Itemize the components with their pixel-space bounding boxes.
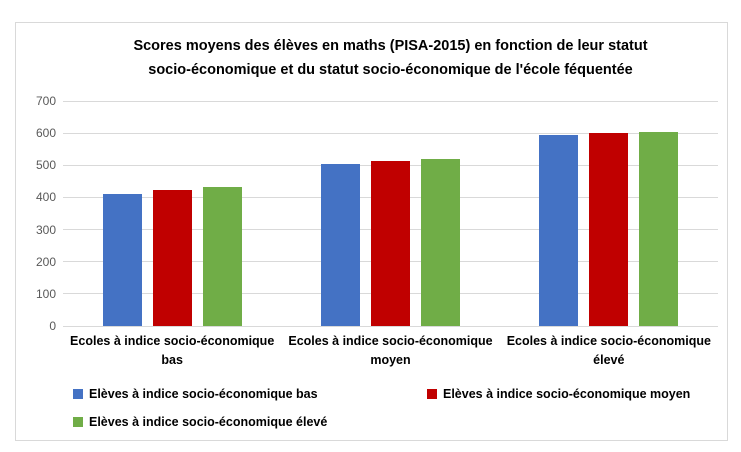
x-axis-label: Ecoles à indice socio-économique moyen bbox=[288, 334, 493, 367]
gridline bbox=[63, 132, 718, 134]
y-tick-label: 500 bbox=[35, 158, 56, 173]
chart-frame: Scores moyens des élèves en maths (PISA-… bbox=[15, 22, 728, 441]
legend-item: Elèves à indice socio-économique moyen bbox=[427, 387, 690, 401]
legend-swatch-icon bbox=[73, 417, 83, 427]
legend-swatch-icon bbox=[427, 389, 437, 399]
legend-label: Elèves à indice socio-économique moyen bbox=[443, 387, 691, 401]
legend-item: Elèves à indice socio-économique élevé bbox=[73, 415, 327, 429]
y-tick-label: 400 bbox=[35, 190, 56, 205]
y-tick-label: 200 bbox=[35, 254, 56, 269]
bar bbox=[370, 161, 410, 326]
y-axis: 0 100 200 300 400 500 600 700 bbox=[22, 94, 62, 333]
legend-swatch-icon bbox=[73, 389, 83, 399]
bar bbox=[639, 131, 679, 326]
chart-title-line-1: Scores moyens des élèves en maths (PISA-… bbox=[133, 38, 648, 54]
bar bbox=[420, 159, 460, 326]
bar bbox=[589, 133, 629, 326]
bar bbox=[320, 163, 360, 326]
x-axis-label: Ecoles à indice socio-économique bas bbox=[70, 334, 275, 367]
bar-group bbox=[500, 101, 718, 326]
bar-group bbox=[63, 101, 281, 326]
y-tick-label: 300 bbox=[35, 222, 56, 237]
chart-title-line-2: socio-économique et du statut socio-écon… bbox=[148, 62, 633, 78]
x-axis-label: Ecoles à indice socio-économique élevé bbox=[506, 334, 711, 367]
y-tick-label: 700 bbox=[35, 94, 56, 108]
bar bbox=[152, 190, 192, 326]
bar bbox=[539, 135, 579, 326]
y-tick-label: 600 bbox=[35, 126, 56, 141]
bar-group bbox=[281, 101, 499, 326]
y-tick-label: 0 bbox=[49, 319, 56, 333]
legend-item: Elèves à indice socio-économique bas bbox=[73, 387, 318, 401]
bar bbox=[202, 186, 242, 326]
plot-area bbox=[63, 100, 718, 327]
legend-label: Elèves à indice socio-économique bas bbox=[89, 387, 318, 401]
y-tick-label: 100 bbox=[35, 286, 56, 301]
legend-label: Elèves à indice socio-économique élevé bbox=[89, 415, 328, 429]
gridline bbox=[63, 100, 718, 102]
chart-title: Scores moyens des élèves en maths (PISA-… bbox=[63, 34, 718, 82]
bar bbox=[102, 194, 142, 326]
gridline bbox=[63, 325, 718, 327]
x-axis: Ecoles à indice socio-économique bas Ecole… bbox=[63, 332, 718, 370]
